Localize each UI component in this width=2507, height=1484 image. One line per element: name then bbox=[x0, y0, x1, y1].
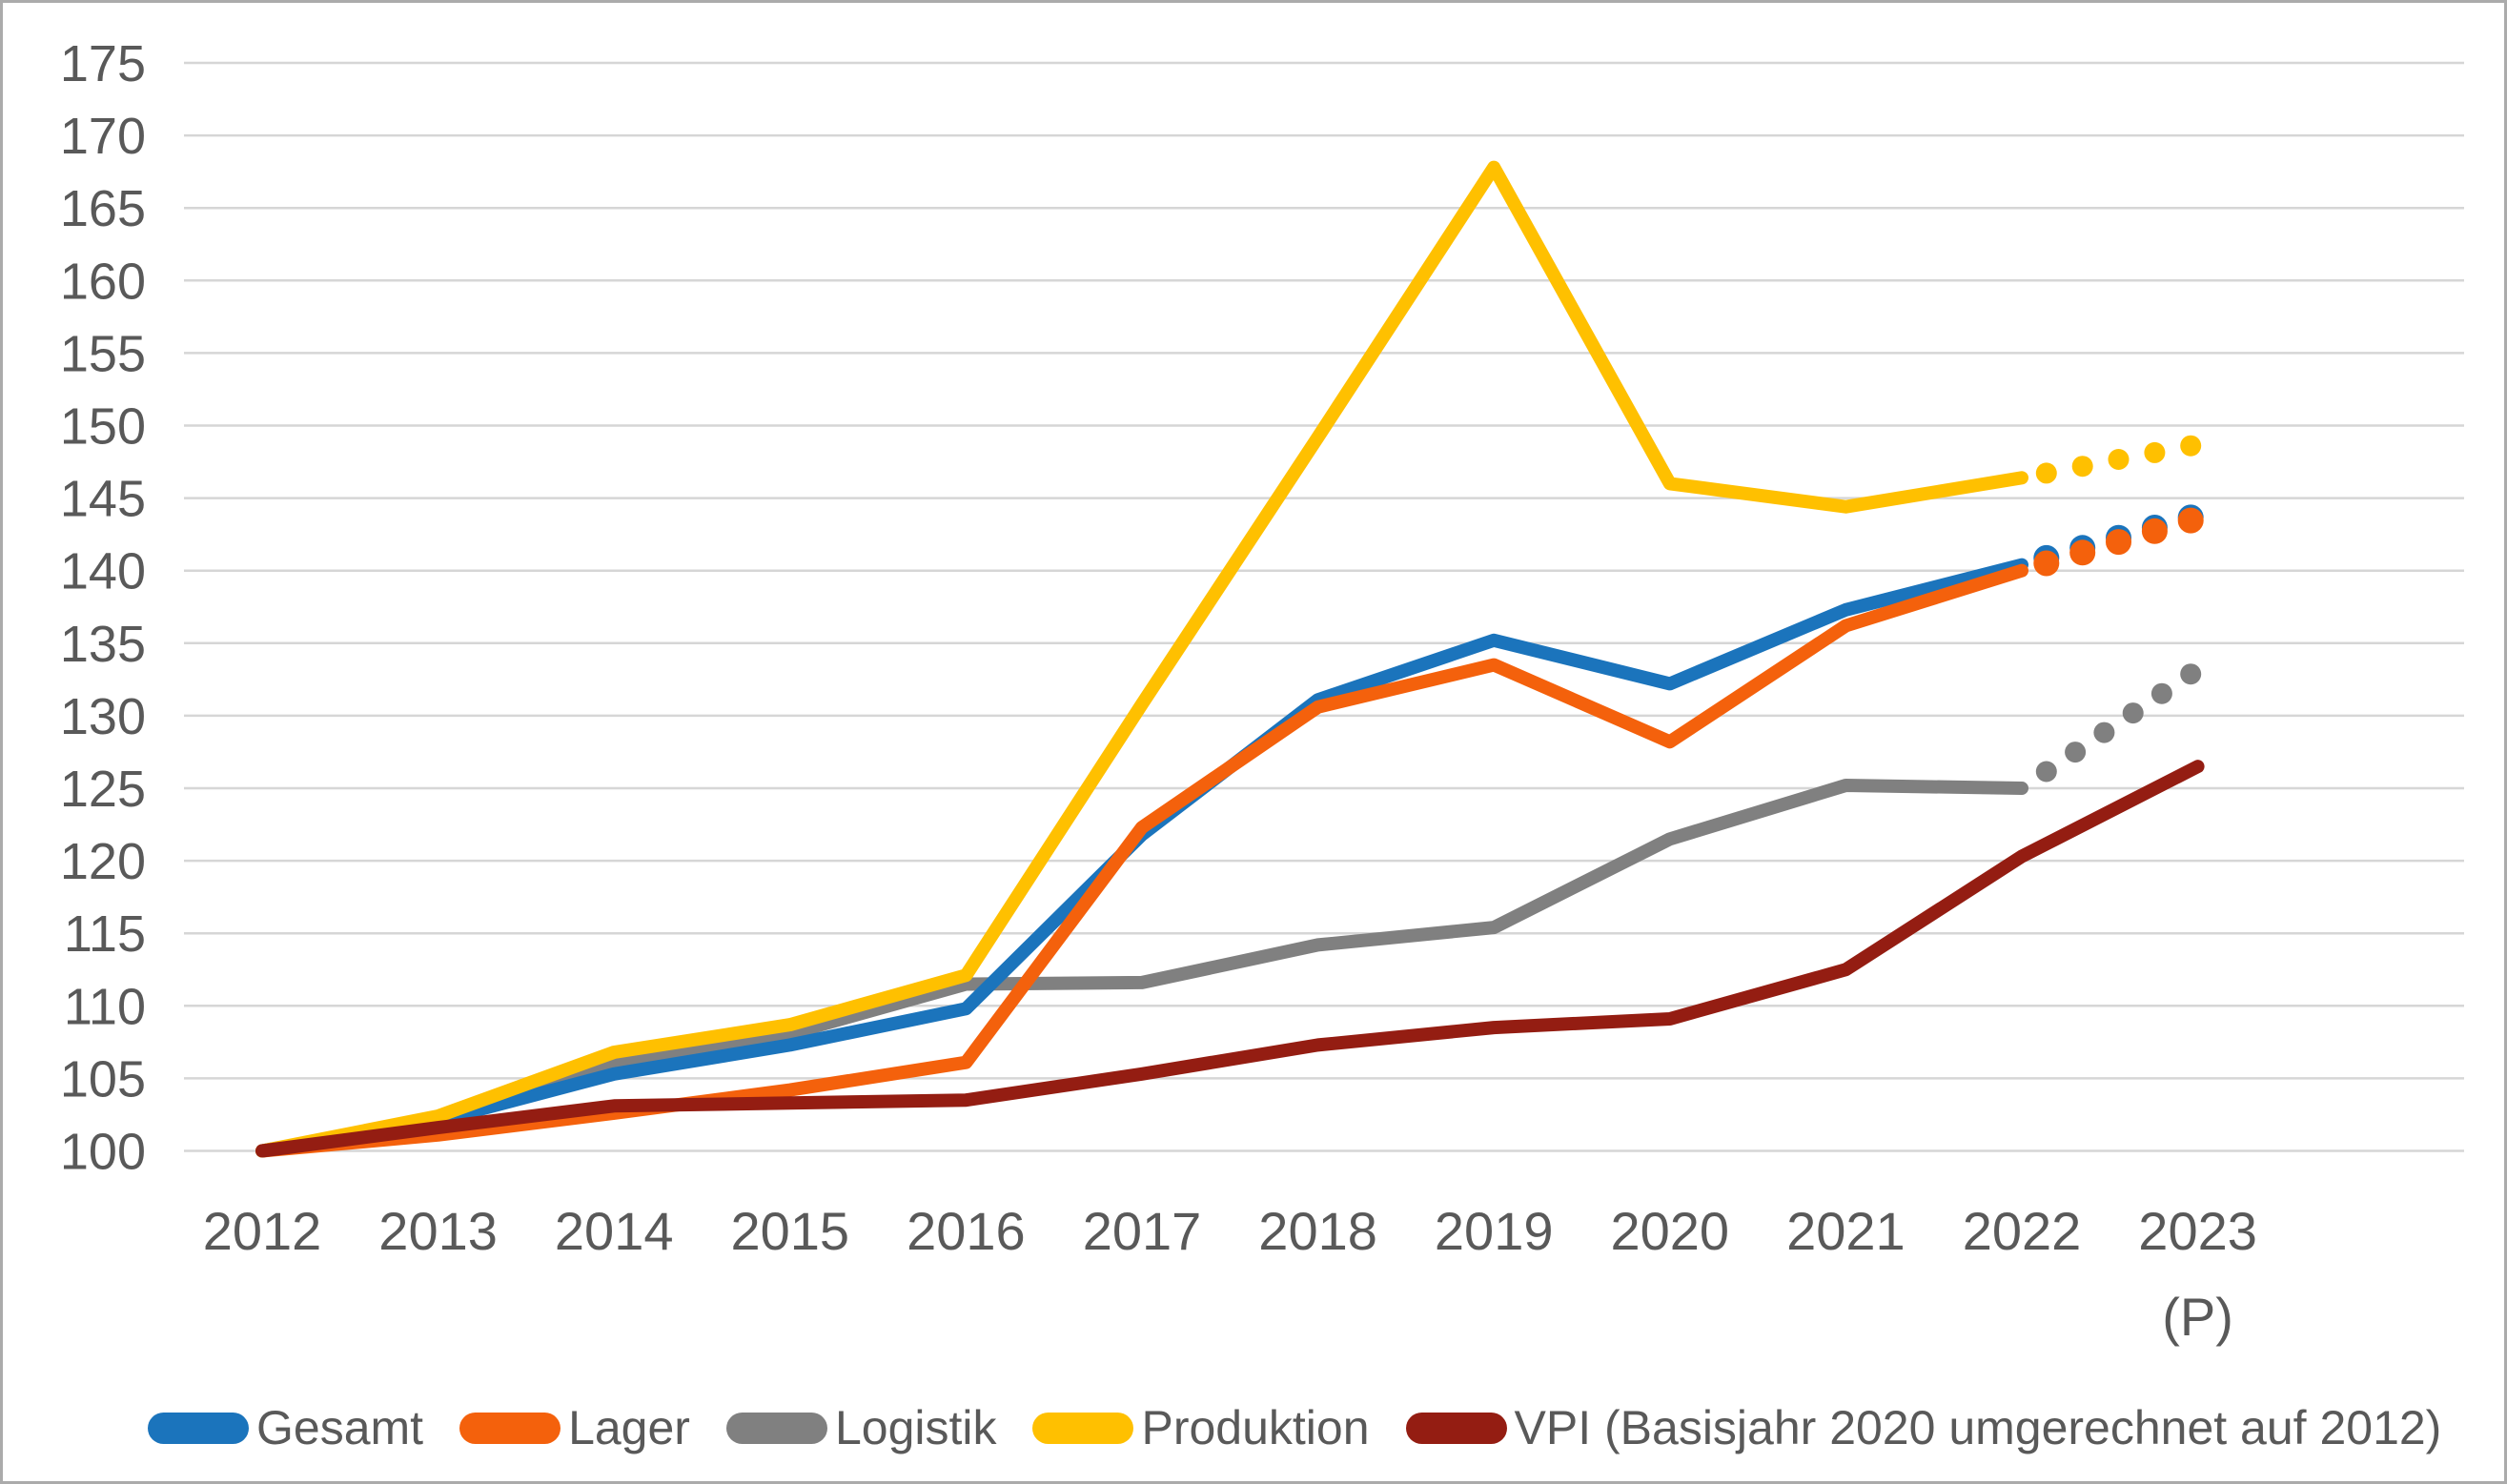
x-tick-label-2016: 2016 bbox=[907, 1201, 1026, 1261]
projection-dot bbox=[2071, 456, 2093, 478]
y-tick-label-175: 175 bbox=[60, 35, 146, 92]
x-tick-label-2023: 2023 bbox=[2138, 1201, 2257, 1261]
y-tick-label-115: 115 bbox=[64, 905, 146, 963]
series-projection-dots-lager bbox=[2033, 507, 2204, 577]
legend-swatch-vpi bbox=[1405, 1412, 1507, 1444]
y-tick-label-125: 125 bbox=[60, 761, 146, 818]
projection-dot bbox=[2106, 529, 2131, 556]
x-tick-label-2012: 2012 bbox=[203, 1201, 322, 1261]
series-line-gesamt bbox=[255, 558, 2028, 1158]
projection-dot bbox=[2177, 507, 2204, 534]
line-chart-canvas: 100 105 110 115 120 125 130 135 140 145 150 155 160 1… bbox=[60, 35, 2464, 1347]
legend-swatch-produktion bbox=[1032, 1412, 1134, 1444]
series-line-vpi-basisjahr-2020-umger bbox=[255, 760, 2205, 1158]
x-tick-label-2022: 2022 bbox=[1963, 1201, 2082, 1261]
y-tick-label-135: 135 bbox=[60, 616, 146, 673]
legend-swatch-gesamt bbox=[148, 1412, 249, 1444]
projection-dot bbox=[2180, 663, 2202, 685]
legend-item-logistik: Logistik bbox=[725, 1400, 997, 1455]
y-tick-label-170: 170 bbox=[60, 108, 146, 165]
y-tick-label-150: 150 bbox=[60, 398, 146, 456]
projection-dot bbox=[2033, 550, 2060, 577]
legend-item-gesamt: Gesamt bbox=[148, 1400, 423, 1455]
x-tick-label-2017: 2017 bbox=[1083, 1201, 1202, 1261]
legend-item-vpi: VPI (Basisjahr 2020 umgerechnet auf 2012… bbox=[1405, 1400, 2442, 1455]
x-tick-label-2018: 2018 bbox=[1258, 1201, 1377, 1261]
projection-dot bbox=[2141, 518, 2168, 544]
y-tick-label-120: 120 bbox=[60, 833, 146, 890]
projection-dot bbox=[2122, 702, 2144, 724]
legend-label-produktion: Produktion bbox=[1141, 1401, 1370, 1454]
legend-item-produktion: Produktion bbox=[1032, 1400, 1370, 1455]
x-tick-label-2020: 2020 bbox=[1611, 1201, 1730, 1261]
projection-dot bbox=[2150, 682, 2172, 704]
y-tick-label-160: 160 bbox=[60, 253, 146, 310]
series-line-lager bbox=[255, 563, 2028, 1158]
x-tick-label-2019: 2019 bbox=[1435, 1201, 1554, 1261]
legend-label-vpi: VPI (Basisjahr 2020 umgerechnet auf 2012… bbox=[1514, 1401, 2442, 1454]
x-tick-note: (P) bbox=[2162, 1287, 2233, 1347]
projection-dot bbox=[2065, 742, 2087, 763]
y-tick-label-140: 140 bbox=[60, 543, 146, 600]
projection-dot bbox=[2144, 441, 2166, 463]
legend-label-logistik: Logistik bbox=[834, 1401, 997, 1454]
legend-swatch-lager bbox=[459, 1412, 561, 1444]
projection-dot bbox=[2069, 539, 2096, 566]
projection-dot bbox=[2180, 435, 2202, 457]
x-tick-label-2013: 2013 bbox=[378, 1201, 498, 1261]
chart-legend: Gesamt Lager Logistik Produktion VPI (Ba… bbox=[148, 1400, 2441, 1455]
y-tick-label-155: 155 bbox=[60, 325, 146, 382]
y-tick-label-165: 165 bbox=[60, 180, 146, 237]
series-line-produktion bbox=[255, 160, 2028, 1158]
x-tick-label-2015: 2015 bbox=[731, 1201, 850, 1261]
legend-item-lager: Lager bbox=[459, 1400, 690, 1455]
y-tick-label-130: 130 bbox=[60, 688, 146, 745]
y-tick-label-105: 105 bbox=[60, 1050, 146, 1108]
y-tick-label-145: 145 bbox=[60, 471, 146, 528]
y-tick-label-110: 110 bbox=[64, 978, 146, 1035]
projection-dot bbox=[2108, 449, 2130, 470]
projection-dot bbox=[2093, 722, 2115, 743]
projection-dot bbox=[2035, 462, 2057, 484]
x-tick-label-2021: 2021 bbox=[1786, 1201, 1906, 1261]
y-tick-label-100: 100 bbox=[60, 1124, 146, 1181]
series-projection-dots-logistik bbox=[2035, 663, 2202, 783]
projection-dot bbox=[2035, 761, 2057, 783]
x-tick-label-2014: 2014 bbox=[555, 1201, 674, 1261]
series-projection-dots-produktion bbox=[2035, 435, 2202, 484]
legend-label-lager: Lager bbox=[568, 1401, 690, 1454]
legend-label-gesamt: Gesamt bbox=[256, 1401, 424, 1454]
legend-swatch-logistik bbox=[725, 1412, 827, 1444]
